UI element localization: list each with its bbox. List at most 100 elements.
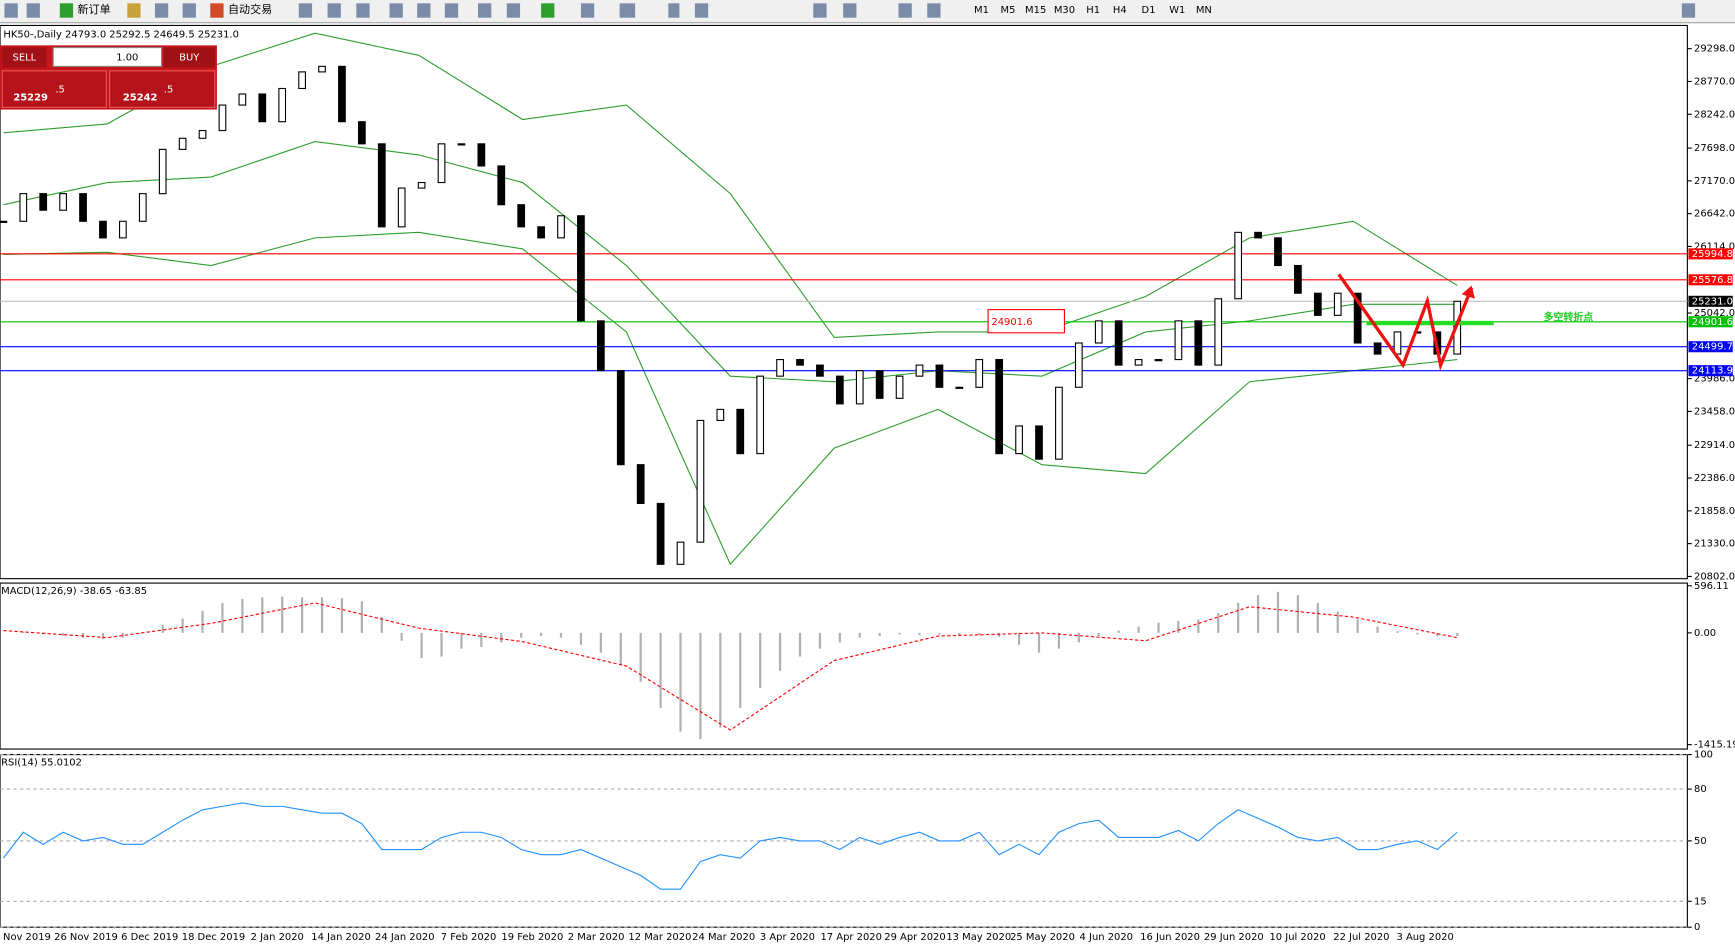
icon[interactable] <box>127 3 141 18</box>
candle <box>118 220 127 239</box>
timeframe-button[interactable]: M1 <box>974 5 989 16</box>
candle <box>1035 425 1043 460</box>
x-tick-label: 14 Jan 2020 <box>311 932 371 943</box>
candle <box>1174 320 1183 361</box>
x-tick-label: 7 Feb 2020 <box>441 932 497 943</box>
candle <box>616 370 625 466</box>
candle <box>596 320 605 372</box>
y-tick-label: 28242.0 <box>1694 109 1735 120</box>
candle <box>457 143 466 146</box>
level-label-box <box>1688 365 1733 377</box>
icon[interactable] <box>506 3 521 18</box>
lots-value[interactable]: 1.00 <box>116 53 138 64</box>
timeframe-button[interactable]: H4 <box>1113 5 1127 16</box>
timeframes: M1 M5 M15 M30 H1 H4 D1 W1 MN <box>974 5 1212 16</box>
timeframe-button[interactable]: M30 <box>1054 5 1075 16</box>
icon[interactable] <box>298 3 313 18</box>
bollinger-lower <box>3 231 1458 566</box>
y-tick-label: 27698.0 <box>1694 143 1735 154</box>
icon[interactable] <box>1681 3 1696 18</box>
rsi-title: RSI(14) 55.0102 <box>1 757 82 768</box>
candle <box>1015 425 1023 455</box>
icon[interactable] <box>417 3 431 18</box>
y-tick-label: 26114.0 <box>1694 241 1735 252</box>
candle <box>935 364 944 388</box>
plots: 29298.0 28770.0 28242.0 27698.0 27170.0 26642… <box>0 32 1735 943</box>
y-tick-label: 22386.0 <box>1694 473 1735 484</box>
sell-button[interactable] <box>2 47 47 68</box>
timeframe-button[interactable]: D1 <box>1142 5 1156 16</box>
candle <box>79 193 87 222</box>
icon[interactable] <box>580 3 595 18</box>
candle <box>258 93 267 123</box>
icon[interactable] <box>927 3 941 18</box>
icon[interactable] <box>813 3 827 18</box>
bollinger-upper <box>3 32 1458 339</box>
candle <box>895 375 904 399</box>
icon[interactable] <box>541 3 555 18</box>
icon[interactable] <box>694 3 709 18</box>
y-tick-label: 596.11 <box>1694 581 1729 592</box>
auto-trading-button[interactable]: 自动交易 <box>228 2 272 16</box>
candle <box>178 137 187 150</box>
bid-box[interactable] <box>1 70 107 108</box>
icon[interactable] <box>898 3 912 18</box>
icon[interactable] <box>389 3 403 18</box>
level-label: 25231.0 <box>1692 296 1733 307</box>
candle <box>59 193 67 211</box>
y-tick-label: 50 <box>1694 836 1707 847</box>
candle <box>517 204 526 228</box>
level-label: 24901.6 <box>1692 317 1733 328</box>
level-label-box <box>1688 248 1733 260</box>
icon[interactable] <box>26 3 40 18</box>
candle <box>537 226 545 239</box>
lots-input[interactable] <box>52 47 163 67</box>
sell-label[interactable]: SELL <box>13 53 37 64</box>
icon[interactable] <box>154 3 169 18</box>
icon[interactable] <box>619 3 636 18</box>
icon[interactable] <box>327 3 341 18</box>
macd-title: MACD(12,26,9) -38.65 -63.85 <box>1 586 147 597</box>
icon[interactable] <box>356 3 370 18</box>
candle <box>1234 231 1243 300</box>
y-tick-label: 23458.0 <box>1694 406 1735 417</box>
icon[interactable] <box>59 3 74 18</box>
icon[interactable] <box>444 3 459 18</box>
x-tick-label: 13 May 2020 <box>946 932 1011 943</box>
icon[interactable] <box>478 3 492 18</box>
icon[interactable] <box>182 3 196 18</box>
icon[interactable] <box>210 3 224 18</box>
candle <box>19 193 28 222</box>
buy-button[interactable] <box>163 47 215 68</box>
candle <box>477 143 486 167</box>
buy-label[interactable]: BUY <box>179 53 200 64</box>
zigzag-arrow <box>1337 273 1474 371</box>
timeframe-button[interactable]: H1 <box>1086 5 1100 16</box>
candle <box>855 370 864 405</box>
level-label-box <box>1688 274 1733 286</box>
icon[interactable] <box>4 3 18 18</box>
ask-box[interactable] <box>109 70 216 108</box>
icon[interactable] <box>843 3 857 18</box>
candle <box>417 181 426 189</box>
new-order-button[interactable]: 新订单 <box>78 2 111 16</box>
x-tick-label: 17 Apr 2020 <box>820 932 881 943</box>
timeframe-button[interactable]: MN <box>1196 5 1212 16</box>
x-tick-label: 16 Jun 2020 <box>1140 932 1200 943</box>
timeframe-button[interactable]: M5 <box>1001 5 1016 16</box>
bid-main: 25229 <box>13 92 48 103</box>
candle <box>318 65 326 73</box>
icon[interactable] <box>668 3 680 18</box>
bid-tail: .5 <box>55 85 64 96</box>
candle <box>577 215 585 322</box>
timeframe-button[interactable]: M15 <box>1025 5 1046 16</box>
y-tick-label: 27170.0 <box>1694 176 1735 187</box>
y-tick-label: 21330.0 <box>1694 539 1735 550</box>
candle <box>0 220 8 223</box>
timeframe-button[interactable]: W1 <box>1169 5 1185 16</box>
candle <box>39 193 48 211</box>
x-tick-label: 19 Feb 2020 <box>501 932 563 943</box>
x-tick-label: 2 Mar 2020 <box>568 932 625 943</box>
